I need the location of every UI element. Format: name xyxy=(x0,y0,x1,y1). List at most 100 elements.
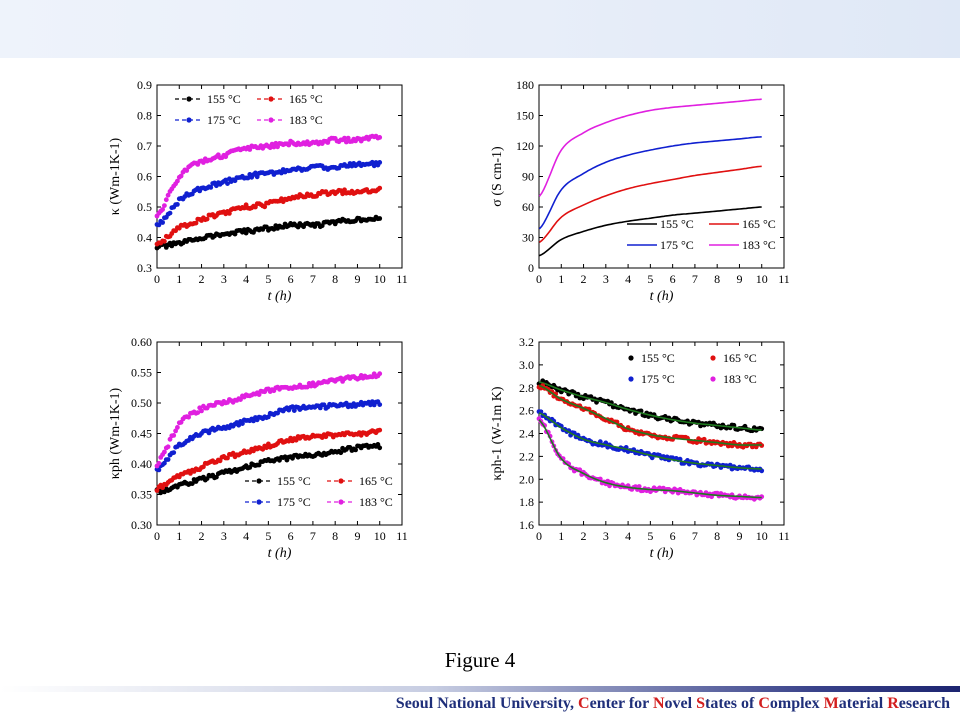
chart-panel-3: 0 1 2 3 4 5 6 7 8 9 10 11 0.30 0.35 0.40 0.45 0.50 0.55 0.… xyxy=(108,335,408,561)
legend-label: 155 °C xyxy=(207,92,241,106)
header-band xyxy=(0,0,960,58)
data-point xyxy=(353,447,358,453)
footer-part: R xyxy=(887,695,899,712)
y-tick-label: 0.7 xyxy=(137,139,152,153)
x-tick-label: 7 xyxy=(692,272,698,286)
footer-part: enter for xyxy=(589,695,653,712)
y-axis-label: κph-1 (W-1m K) xyxy=(490,386,505,480)
data-point xyxy=(165,192,171,198)
y-tick-label: 0.6 xyxy=(137,170,152,184)
legend-marker-175 xyxy=(628,376,634,382)
data-point xyxy=(247,465,253,470)
legend-label: 155 °C xyxy=(277,474,311,488)
x-axis-label: t (h) xyxy=(268,289,292,304)
legend-label: 175 °C xyxy=(660,238,694,252)
legend-label: 165 °C xyxy=(723,351,757,365)
y-tick-label: 0.5 xyxy=(137,200,152,214)
x-tick-label: 3 xyxy=(603,272,609,286)
footer-divider xyxy=(0,686,960,692)
data-point xyxy=(186,414,192,420)
legend-marker-155 xyxy=(628,355,634,361)
data-point xyxy=(165,457,171,462)
data-point xyxy=(178,173,184,179)
chart-panel-4: 0 1 2 3 4 5 6 7 8 9 10 11 1.6 1.8 2.0 2.2 2.4 2.6 2.8 3.0 3.… xyxy=(490,335,790,561)
data-point xyxy=(162,449,167,455)
data-point xyxy=(227,211,232,216)
x-tick-label: 3 xyxy=(221,272,227,286)
y-tick-label: 0.8 xyxy=(137,109,152,123)
legend-dot-175 xyxy=(256,499,262,505)
x-axis-label: t (h) xyxy=(650,546,674,561)
footer-part: tates of xyxy=(705,695,759,712)
data-point xyxy=(171,433,177,438)
legend-dot-175 xyxy=(186,117,192,123)
data-point xyxy=(175,425,180,430)
series-points-183 xyxy=(154,133,383,219)
y-tick-label: 30 xyxy=(522,231,534,245)
data-point xyxy=(290,404,295,409)
footer-part: ovel xyxy=(664,695,697,712)
legend-label: 183 °C xyxy=(723,372,757,386)
x-tick-label: 5 xyxy=(265,272,271,286)
legend-marker-183 xyxy=(710,376,716,382)
x-tick-label: 10 xyxy=(756,529,768,543)
y-tick-label: 0.45 xyxy=(131,427,152,441)
series-line-155 xyxy=(539,206,762,257)
x-tick-label: 1 xyxy=(176,272,182,286)
data-point xyxy=(304,384,310,390)
y-tick-label: 1.6 xyxy=(519,518,534,532)
x-axis-label: t (h) xyxy=(650,289,674,304)
x-axis-label: t (h) xyxy=(268,546,292,561)
data-point xyxy=(377,216,383,221)
data-point xyxy=(217,458,223,464)
legend-label: 175 °C xyxy=(277,495,311,509)
data-point xyxy=(241,227,247,233)
data-point xyxy=(165,444,171,450)
x-tick-label: 8 xyxy=(714,529,720,543)
y-tick-label: 2.8 xyxy=(519,381,534,395)
footer-part: M xyxy=(823,695,839,712)
data-point xyxy=(225,181,230,187)
series-points-183 xyxy=(154,371,383,469)
x-tick-label: 5 xyxy=(265,529,271,543)
x-tick-label: 4 xyxy=(243,272,249,286)
y-tick-label: 0.50 xyxy=(131,396,152,410)
data-point xyxy=(156,222,162,228)
y-tick-label: 180 xyxy=(516,78,534,92)
series-line-183 xyxy=(538,98,762,197)
data-point xyxy=(167,210,173,216)
chart-panel-1: 0 1 2 3 4 5 6 7 8 9 10 11 0.3 0.4 0.5 0.6 0.7 0.8 0.9 t (h)… xyxy=(108,78,408,304)
data-point xyxy=(369,159,375,165)
y-tick-label: 60 xyxy=(522,200,534,214)
data-point xyxy=(342,135,347,141)
y-axis-label: σ (S cm-1) xyxy=(490,146,505,207)
fit-line-165 xyxy=(538,384,762,446)
y-tick-label: 150 xyxy=(516,109,534,123)
legend: 155 °C 165 °C 175 °C 183 °C xyxy=(627,217,776,252)
series-line-165 xyxy=(538,165,762,243)
data-point xyxy=(162,203,167,209)
data-point xyxy=(377,185,383,191)
legend-dot-183 xyxy=(268,117,274,123)
y-tick-label: 0.4 xyxy=(137,231,152,245)
data-point xyxy=(201,464,206,470)
series-points-155 xyxy=(154,214,383,251)
x-tick-label: 8 xyxy=(332,272,338,286)
data-point xyxy=(243,230,249,236)
data-point xyxy=(156,460,162,466)
y-tick-label: 0.9 xyxy=(137,78,152,92)
x-tick-label: 3 xyxy=(221,529,227,543)
fit-line-175 xyxy=(538,412,762,470)
data-point xyxy=(225,455,230,461)
x-tick-label: 7 xyxy=(310,272,316,286)
legend-dot-155 xyxy=(186,96,192,102)
y-tick-label: 2.6 xyxy=(519,404,534,418)
y-tick-label: 3.0 xyxy=(519,358,534,372)
y-tick-label: 0.30 xyxy=(131,518,152,532)
y-tick-label: 120 xyxy=(516,139,534,153)
series-points-165 xyxy=(154,185,383,247)
x-tick-label: 1 xyxy=(558,272,564,286)
y-tick-label: 0.60 xyxy=(131,335,152,349)
y-tick-label: 0.35 xyxy=(131,488,152,502)
x-tick-label: 11 xyxy=(396,529,408,543)
